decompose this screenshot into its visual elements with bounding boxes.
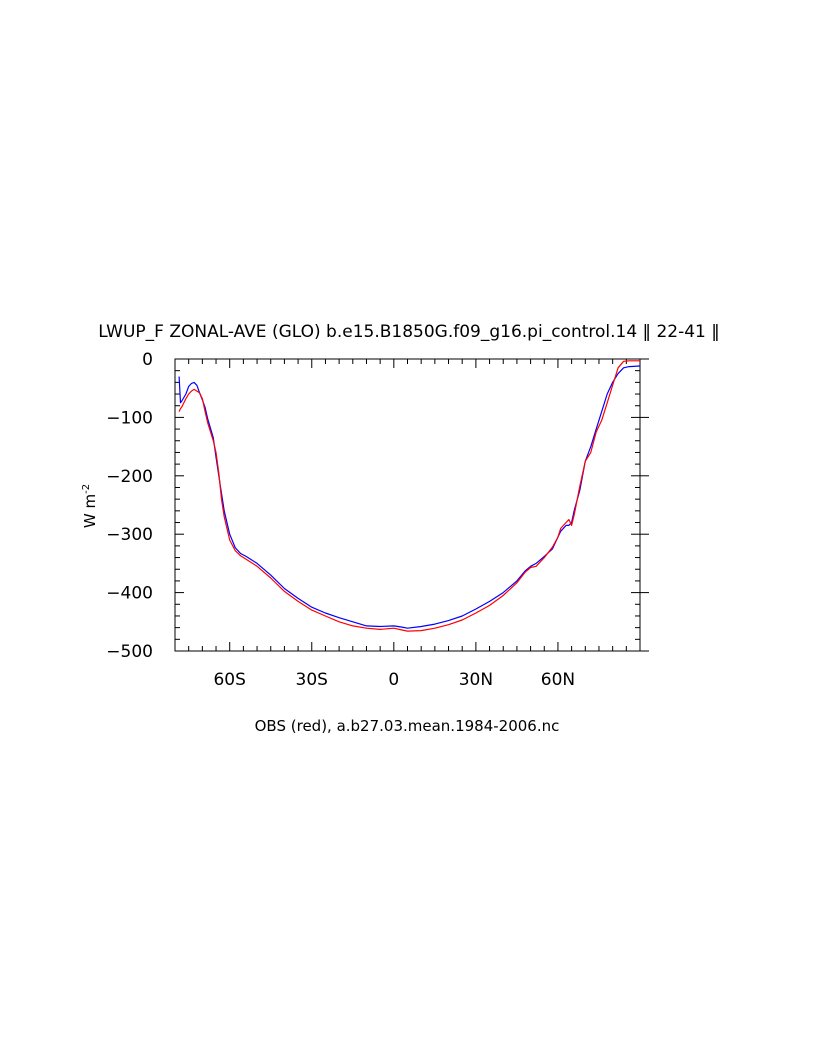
x-tick-label: 60N [541, 670, 575, 690]
x-tick-label: 0 [388, 670, 399, 690]
model-series-line [178, 365, 641, 629]
x-tick-label: 30S [296, 670, 328, 690]
x-axis-label: OBS (red), a.b27.03.mean.1984-2006.nc [255, 717, 560, 735]
y-axis-label-exponent: -2 [81, 484, 92, 494]
y-tick-label: 0 [142, 350, 153, 370]
y-tick-label: −500 [106, 642, 153, 662]
y-tick-label: −400 [106, 584, 153, 604]
series-layer [178, 360, 641, 632]
y-tick-label: −100 [106, 408, 153, 428]
y-tick-label: −300 [106, 525, 153, 545]
x-tick-label: 30N [459, 670, 493, 690]
plot-frame [174, 358, 641, 652]
y-axis-label: W m-2 [81, 484, 99, 528]
y-axis-label-unit: W m [81, 494, 99, 528]
y-tick-label: −200 [106, 467, 153, 487]
obs-series-line [178, 360, 640, 632]
y-axis: 0 −100 −200 −300 −400 −500 [106, 350, 649, 662]
x-axis: 60S 30S 0 30N 60N [188, 359, 641, 690]
chart-title: LWUP_F ZONAL-AVE (GLO) b.e15.B1850G.f09_… [98, 322, 720, 342]
x-tick-label: 60S [213, 670, 245, 690]
